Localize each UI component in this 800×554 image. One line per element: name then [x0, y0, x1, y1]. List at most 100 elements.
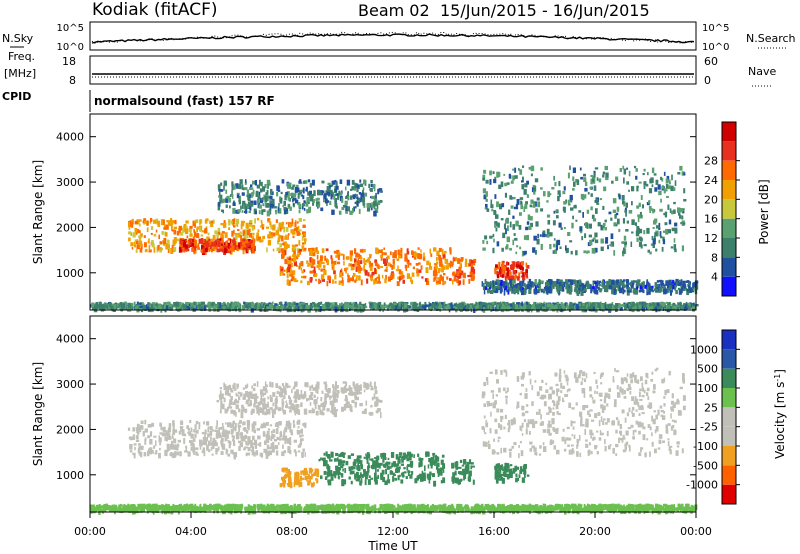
data-cell-band-1 — [195, 233, 200, 239]
station-title: Kodiak (fitACF) — [92, 0, 218, 20]
data-cell-band-0 — [309, 508, 313, 512]
data-cell-band-6 — [593, 173, 596, 178]
data-cell-band-0 — [391, 303, 394, 309]
data-cell-band-6 — [626, 167, 628, 170]
data-cell-band-8 — [686, 289, 689, 292]
data-cell-band-0 — [691, 306, 695, 309]
data-cell-band-0 — [263, 302, 266, 307]
data-cell-band-8 — [482, 285, 486, 290]
data-cell-band-0 — [490, 302, 492, 308]
data-cell-band-0 — [361, 305, 363, 310]
data-cell-band-2 — [207, 241, 211, 244]
data-cell-band-0 — [443, 301, 446, 305]
data-cell-band-1 — [131, 222, 134, 228]
data-cell-band-7 — [376, 203, 379, 209]
data-cell-band-6 — [493, 238, 495, 243]
data-cell-band-7 — [357, 198, 361, 204]
data-cell-band-0 — [268, 306, 271, 309]
data-cell-band-6 — [512, 224, 516, 230]
data-cell-band-6 — [486, 240, 489, 245]
data-cell-band-0 — [136, 508, 139, 514]
data-cell-band-8 — [597, 286, 600, 291]
data-cell-band-3 — [300, 261, 304, 267]
data-cell-band-1 — [146, 227, 149, 232]
data-cell-band-0 — [626, 304, 630, 309]
data-cell-band-7 — [289, 186, 292, 190]
data-cell-band-7 — [234, 183, 237, 187]
data-cell-band-3 — [376, 264, 379, 269]
data-cell-band-7 — [259, 179, 261, 186]
data-cell-band-2 — [195, 240, 197, 244]
data-cell-band-8 — [657, 286, 660, 291]
data-cell-band-6 — [578, 210, 582, 213]
data-cell-band-3 — [347, 278, 351, 283]
data-cell-band-7 — [330, 191, 334, 194]
data-cell-band-0 — [235, 301, 240, 306]
data-cell-band-3 — [321, 248, 325, 253]
data-cell-band-3 — [312, 252, 316, 257]
data-cell-band-1 — [205, 226, 208, 229]
data-cell-band-0 — [433, 302, 436, 308]
data-cell-band-0 — [631, 302, 635, 306]
data-cell-band-8 — [680, 285, 683, 288]
data-cell-band-6 — [514, 175, 518, 179]
data-cell-band-0 — [119, 305, 123, 310]
data-cell-band-0 — [312, 302, 316, 305]
data-cell-band-0 — [500, 303, 505, 306]
data-cell-band-7 — [269, 203, 273, 208]
data-cell-band-7 — [221, 209, 223, 212]
data-cell-band-1 — [204, 227, 208, 234]
data-cell-band-1 — [269, 225, 272, 228]
data-cell-band-4 — [469, 263, 472, 266]
data-cell-band-0 — [314, 506, 316, 513]
data-cell-band-3 — [383, 258, 386, 264]
data-cell-band-6 — [525, 226, 529, 231]
data-cell-band-7 — [302, 187, 305, 194]
data-cell-band-1 — [294, 227, 298, 232]
data-cell-band-8 — [499, 290, 503, 293]
data-cell-band-6 — [515, 251, 518, 255]
data-cell-band-1 — [157, 221, 161, 227]
data-cell-band-7 — [294, 199, 299, 204]
data-cell-band-3 — [315, 278, 317, 282]
data-cell-band-0 — [96, 505, 98, 511]
data-cell-band-6 — [682, 208, 685, 211]
data-cell-band-0 — [149, 302, 152, 306]
data-cell-band-6 — [519, 197, 524, 200]
data-cell-band-6 — [667, 229, 671, 234]
data-cell-band-8 — [522, 279, 525, 283]
data-cell-band-8 — [567, 279, 571, 283]
data-cell-band-6 — [661, 185, 664, 190]
data-cell-band-0 — [665, 305, 668, 310]
data-cell-band-2 — [200, 238, 204, 244]
data-cell-band-6 — [643, 181, 647, 186]
nsky-trace — [91, 33, 695, 44]
data-cell-band-6 — [485, 203, 488, 210]
data-cell-band-0 — [411, 306, 413, 310]
data-cell-band-8 — [524, 284, 528, 290]
data-cell-band-7 — [354, 193, 357, 197]
data-cell-band-1 — [170, 223, 173, 227]
data-cell-band-5 — [514, 274, 518, 279]
data-cell-band-8 — [658, 283, 661, 287]
data-cell-band-5 — [524, 272, 527, 276]
data-cell-band-0 — [92, 306, 95, 311]
data-cell-band-6 — [599, 198, 603, 201]
data-cell-band-0 — [599, 507, 601, 514]
data-cell-band-6 — [540, 208, 544, 212]
data-cell-band-1 — [135, 249, 138, 253]
data-cell-band-7 — [346, 206, 349, 210]
colorbar-step — [722, 199, 736, 219]
data-cell-band-6 — [650, 243, 654, 246]
data-cell-band-3 — [392, 258, 395, 265]
data-cell-band-3 — [437, 277, 441, 280]
data-cell-band-6 — [500, 181, 504, 188]
data-cell-band-0 — [101, 505, 105, 508]
data-cell-band-8 — [659, 279, 661, 283]
data-cell-band-1 — [147, 240, 150, 244]
data-cell-band-1 — [217, 227, 221, 232]
data-cell-band-0 — [505, 303, 508, 306]
data-cell-band-0 — [642, 305, 646, 308]
data-cell-band-6 — [655, 225, 659, 229]
data-cell-band-0 — [373, 303, 375, 309]
